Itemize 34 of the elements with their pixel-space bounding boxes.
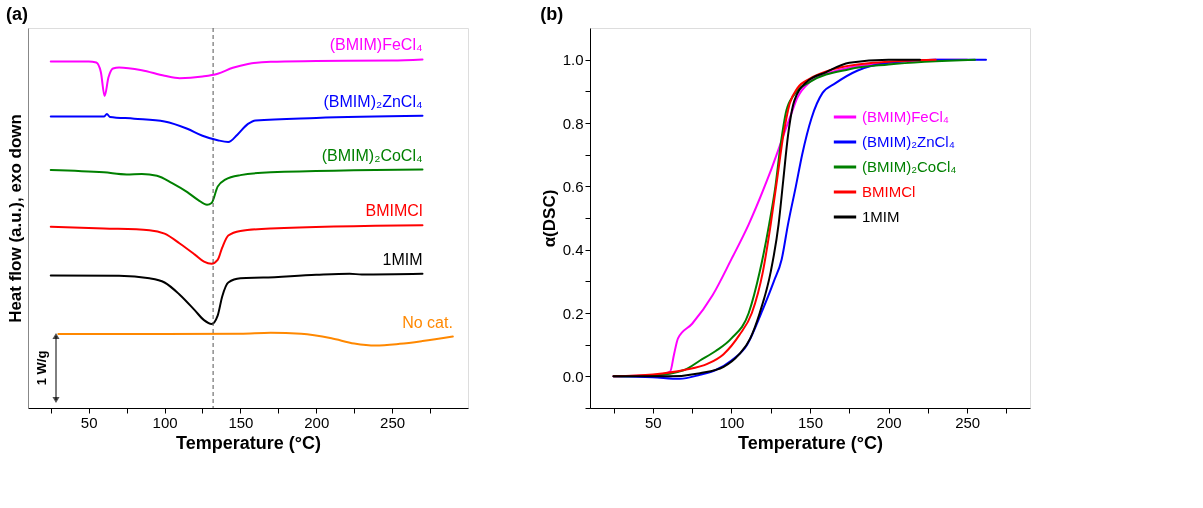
x-tick-label: 50 bbox=[645, 413, 662, 431]
legend-label: BMIMCl bbox=[862, 183, 916, 200]
x-tick-label: 250 bbox=[380, 413, 406, 431]
legend-label: (BMIM)₂ZnCl₄ bbox=[862, 133, 955, 150]
x-tick-label: 250 bbox=[955, 413, 981, 431]
legend-label: (BMIM)FeCl₄ bbox=[862, 108, 949, 125]
series-label: 1MIM bbox=[382, 250, 423, 268]
y-tick-label: 0.4 bbox=[562, 241, 584, 259]
x-axis-title: Temperature (°C) bbox=[738, 432, 883, 453]
series-label: (BMIM)₂ZnCl₄ bbox=[323, 92, 423, 110]
x-tick-label: 150 bbox=[797, 413, 824, 431]
y-tick-label: 0.0 bbox=[562, 367, 584, 385]
y-tick-label: 0.8 bbox=[562, 114, 584, 132]
x-tick-label: 150 bbox=[228, 413, 254, 431]
x-tick-label: 100 bbox=[719, 413, 745, 431]
chart-title: (a) bbox=[6, 3, 28, 24]
x-tick-label: 50 bbox=[80, 413, 98, 431]
chart-title: (b) bbox=[540, 4, 564, 24]
x-axis-title: Temperature (°C) bbox=[176, 432, 321, 453]
y-axis-title: α(DSC) bbox=[539, 189, 559, 248]
legend-label: (BMIM)₂CoCl₄ bbox=[862, 158, 957, 175]
series-label: (BMIM)FeCl₄ bbox=[329, 36, 423, 54]
annotation: 1 W/g bbox=[34, 350, 49, 386]
y-axis-title: Heat flow (a.u.), exo down bbox=[5, 114, 25, 323]
series-label: BMIMCl bbox=[365, 202, 423, 220]
y-tick-label: 1.0 bbox=[562, 51, 584, 69]
x-tick-label: 200 bbox=[304, 413, 330, 431]
legend-label: 1MIM bbox=[862, 208, 900, 225]
series-label: No cat. bbox=[402, 313, 453, 331]
series-label: (BMIM)₂CoCl₄ bbox=[321, 146, 423, 164]
x-tick-label: 200 bbox=[876, 413, 902, 431]
x-tick-label: 100 bbox=[152, 413, 178, 431]
y-tick-label: 0.2 bbox=[562, 304, 584, 322]
y-tick-label: 0.6 bbox=[562, 177, 584, 195]
